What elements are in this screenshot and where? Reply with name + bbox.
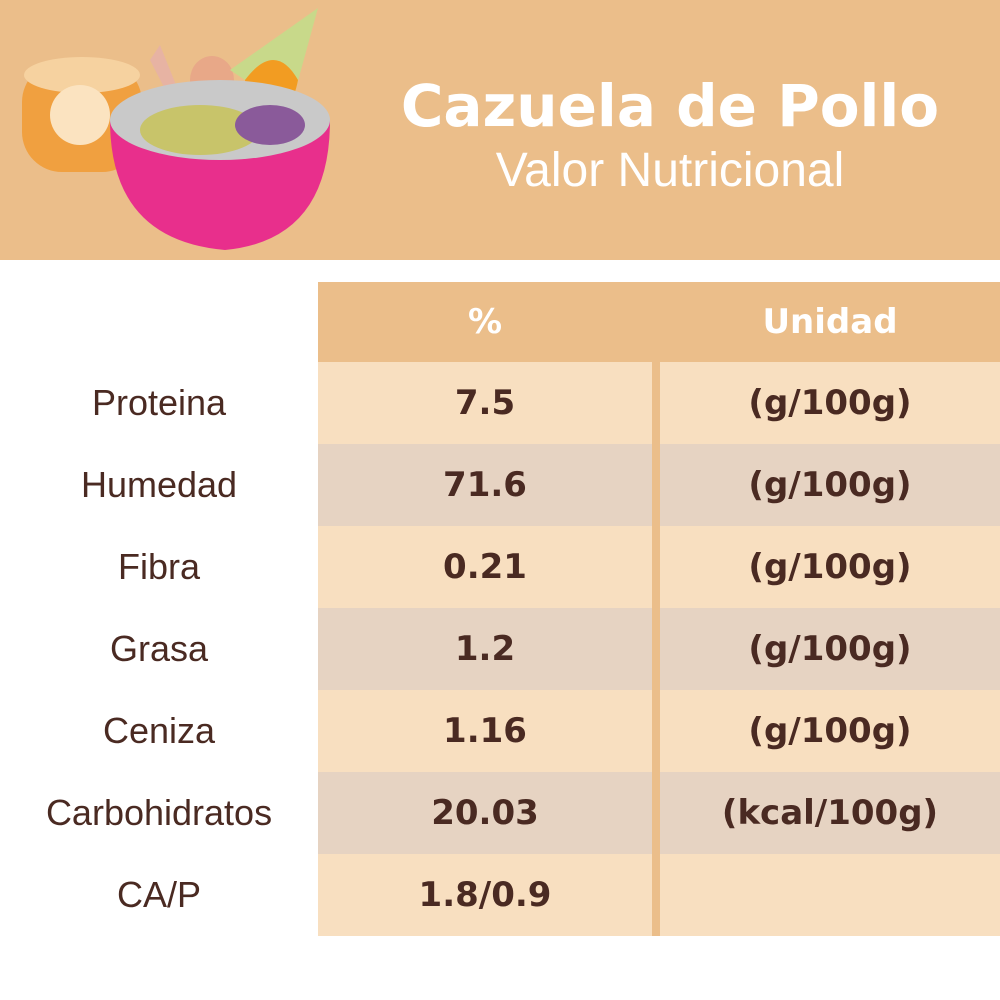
unit-value: (g/100g) [748, 465, 912, 505]
unit-value: (g/100g) [748, 547, 912, 587]
subtitle: Valor Nutricional [495, 144, 845, 197]
percent-value: 71.6 [443, 465, 527, 505]
column-header: Unidad [762, 302, 898, 342]
row-label: Grasa [109, 628, 209, 669]
table-header [318, 282, 1000, 362]
percent-value: 7.5 [454, 383, 516, 423]
percent-value: 0.21 [443, 547, 527, 587]
unit-value: (kcal/100g) [721, 793, 939, 833]
unit-value: (g/100g) [748, 629, 912, 669]
percent-value: 1.16 [443, 711, 527, 751]
percent-value: 1.8/0.9 [418, 875, 552, 915]
title: Cazuela de Pollo [400, 72, 940, 140]
column-header: % [467, 302, 503, 342]
row-label: Fibra [117, 546, 201, 587]
unit-value: (g/100g) [748, 383, 912, 423]
row-label: Carbohidratos [45, 792, 273, 833]
percent-value: 1.2 [454, 629, 516, 669]
unit-value: (g/100g) [748, 711, 912, 751]
row-label: CA/P [116, 874, 202, 915]
header: Cazuela de Pollo Valor Nutricional [0, 0, 1000, 260]
row-label: Proteina [91, 382, 227, 423]
percent-value: 20.03 [431, 793, 539, 833]
product-image [22, 8, 330, 250]
column-separator [652, 362, 660, 936]
row-label: Humedad [80, 464, 238, 505]
row-label: Ceniza [102, 710, 216, 751]
